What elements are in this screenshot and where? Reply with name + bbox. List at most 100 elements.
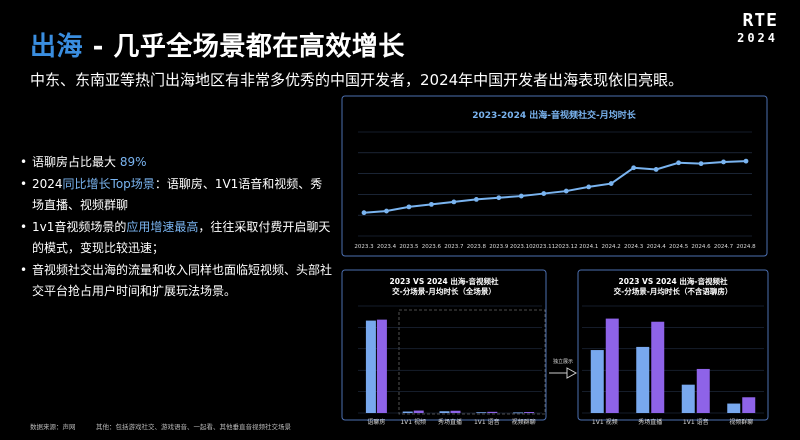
x-tick-label: 2024.3 xyxy=(624,244,644,250)
bar-2024 xyxy=(524,412,535,413)
x-tick-label: 2023.10 xyxy=(510,244,533,250)
data-point xyxy=(608,181,614,186)
bullet-text: 音视频社交出海的流量和收入同样也面临短视频、头部社交平台抢占用户时间和扩展玩法场… xyxy=(32,263,333,298)
data-point xyxy=(563,188,569,194)
x-tick-label: 2024.1 xyxy=(579,244,598,250)
x-tick-label: 2024.6 xyxy=(691,244,711,250)
bar-2023 xyxy=(636,346,650,413)
title-line: 交-分场景-月均时长（全场景） xyxy=(392,286,496,296)
bar-chart-all-title: 2023 VS 2024 出海-音视频社交-分场景-月均时长（全场景） xyxy=(390,276,499,296)
dashed-highlight-box xyxy=(398,309,546,415)
x-tick-label: 2023.11 xyxy=(532,244,555,250)
bar-2023 xyxy=(727,403,741,413)
bar-2023 xyxy=(365,320,376,413)
bullet-item: 1v1音视频场景的应用增速最高，往往采取付费开启聊天的模式，变现比较迅速； xyxy=(18,217,333,259)
x-tick-label: 2024.2 xyxy=(602,244,621,250)
data-point xyxy=(496,195,502,201)
data-point xyxy=(406,204,412,210)
bullet-text: 1v1音视频场景的 xyxy=(32,220,127,234)
bar-series xyxy=(365,319,535,414)
bar-2024 xyxy=(696,368,710,413)
x-tick-label: 秀场直播 xyxy=(638,418,662,426)
title-line: 2023 VS 2024 出海-音视频社 xyxy=(390,276,499,286)
line-x-ticks: 2023.3 2023.4 2023.5 2023.6 2023.7 2023.8 2023… xyxy=(354,244,756,250)
footer-note: 其他：包括游戏社交、游戏语音、一起看、其他垂直音视频社交场景 xyxy=(96,423,291,431)
bullet-text: 语聊房占比最大 xyxy=(32,155,120,169)
bar-2023 xyxy=(402,411,413,413)
x-tick-label: 2024.4 xyxy=(646,244,666,250)
x-tick-label: 2024.8 xyxy=(736,244,756,250)
data-point xyxy=(384,208,389,214)
bar-2024 xyxy=(605,318,619,413)
x-tick-label: 1V1 视频 xyxy=(592,418,618,426)
arrow-head-icon xyxy=(566,367,578,379)
x-tick-label: 2023.6 xyxy=(422,244,442,250)
data-point xyxy=(676,160,681,166)
series-line xyxy=(363,160,747,214)
bar-grid xyxy=(358,305,542,414)
data-point xyxy=(429,201,434,207)
title-accent: 出海 xyxy=(30,32,84,62)
bar-2023 xyxy=(590,350,604,413)
bullet-highlight: 应用增速最高 xyxy=(126,220,199,234)
bar-2024 xyxy=(487,411,498,413)
bar-chart-excl: 2023 VS 2024 出海-音视频社交-分场景-月均时长（不含语聊房） 1V… xyxy=(577,269,769,426)
page-title: 出海 - 几乎全场景都在高效增长 xyxy=(30,26,405,63)
bar-2023 xyxy=(439,411,450,413)
x-tick-label: 2023.12 xyxy=(555,244,578,250)
x-tick-label: 语聊房 xyxy=(367,418,385,426)
rte-logo: RTE 2024 xyxy=(724,10,778,45)
bullet-item: 语聊房占比最大 89% xyxy=(18,152,333,173)
bar-series xyxy=(590,318,756,413)
data-point xyxy=(541,191,547,196)
chart-frame xyxy=(341,269,547,421)
x-tick-label: 2023.9 xyxy=(489,244,509,250)
logo-text: RTE xyxy=(742,10,778,31)
bar-chart-excl-title: 2023 VS 2024 出海-音视频社交-分场景-月均时长（不含语聊房） xyxy=(614,276,733,296)
x-tick-label: 1V1 语音 xyxy=(474,418,500,426)
bar-2024 xyxy=(651,321,665,413)
data-point xyxy=(653,167,659,172)
title-line: 交-分场景-月均时长（不含语聊房） xyxy=(614,286,733,296)
bullet-text: ：语聊房、1V1语音和视频、秀场直播、视频群聊 xyxy=(32,177,323,212)
bullet-item: 音视频社交出海的流量和收入同样也面临短视频、头部社交平台抢占用户时间和扩展玩法场… xyxy=(18,260,333,302)
line-chart: 2023-2024 出海-音视频社交-月均时长 2023.3 2023.4 2023… xyxy=(341,95,768,257)
bar-x-labels: 语聊房 1V1 视频 秀场直播 1V1 语音 视频群聊 xyxy=(367,418,535,426)
x-tick-label: 2023.3 xyxy=(354,244,374,250)
line-grid xyxy=(358,131,752,237)
bullet-text: 2024 xyxy=(32,177,63,191)
x-tick-label: 2024.7 xyxy=(714,244,734,250)
bar-2024 xyxy=(413,410,424,413)
data-point xyxy=(361,210,367,216)
split-label: 独立展示 xyxy=(553,358,573,365)
bar-chart-all: 2023 VS 2024 出海-音视频社交-分场景-月均时长（全场景） 语聊房 1… xyxy=(341,269,547,426)
data-point xyxy=(586,184,592,190)
page-subtitle: 中东、东南亚等热门出海地区有非常多优秀的中国开发者，2024年中国开发者出海表现… xyxy=(30,71,684,89)
data-point xyxy=(473,196,479,202)
data-source: 数据来源：声网 xyxy=(30,423,76,431)
split-arrow: 独立展示 xyxy=(549,358,578,379)
x-tick-label: 2023.7 xyxy=(444,244,464,250)
x-tick-label: 视频群聊 xyxy=(512,418,536,426)
title-line: 2023 VS 2024 出海-音视频社 xyxy=(619,276,728,286)
chart-frame xyxy=(341,95,768,257)
bar-2024 xyxy=(376,319,387,413)
bullet-item: 2024同比增长Top场景：语聊房、1V1语音和视频、秀场直播、视频群聊 xyxy=(18,174,333,216)
x-tick-label: 1V1 语音 xyxy=(683,418,709,426)
x-tick-label: 2024.5 xyxy=(669,244,689,250)
x-tick-label: 视频群聊 xyxy=(729,418,753,426)
data-point xyxy=(631,165,637,171)
x-tick-label: 2023.8 xyxy=(467,244,487,250)
bar-x-labels: 1V1 视频 秀场直播 1V1 语音 视频群聊 xyxy=(592,418,753,426)
x-tick-label: 2023.5 xyxy=(399,244,419,250)
data-point xyxy=(698,161,704,167)
bullet-highlight: 89% xyxy=(119,155,147,169)
bar-2024 xyxy=(450,410,461,413)
data-point xyxy=(518,193,524,199)
bar-2023 xyxy=(681,384,695,413)
data-point xyxy=(743,158,749,164)
title-rest: - 几乎全场景都在高效增长 xyxy=(83,32,405,62)
chart-frame xyxy=(577,269,769,421)
bullet-text: ，往往采取付费开启聊天的模式，变现比较迅速； xyxy=(32,220,331,255)
x-tick-label: 秀场直播 xyxy=(438,418,462,426)
